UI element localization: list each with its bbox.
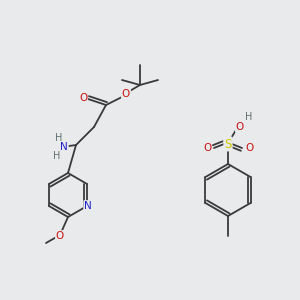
Text: O: O [79,93,87,103]
Text: S: S [224,137,232,151]
Text: O: O [56,231,64,241]
Text: O: O [203,143,211,153]
Text: H: H [245,112,253,122]
Text: H: H [55,133,63,143]
Text: O: O [236,122,244,132]
Text: N: N [60,142,68,152]
Text: N: N [84,201,92,211]
Text: O: O [122,89,130,99]
Text: H: H [53,151,61,161]
Text: O: O [245,143,253,153]
